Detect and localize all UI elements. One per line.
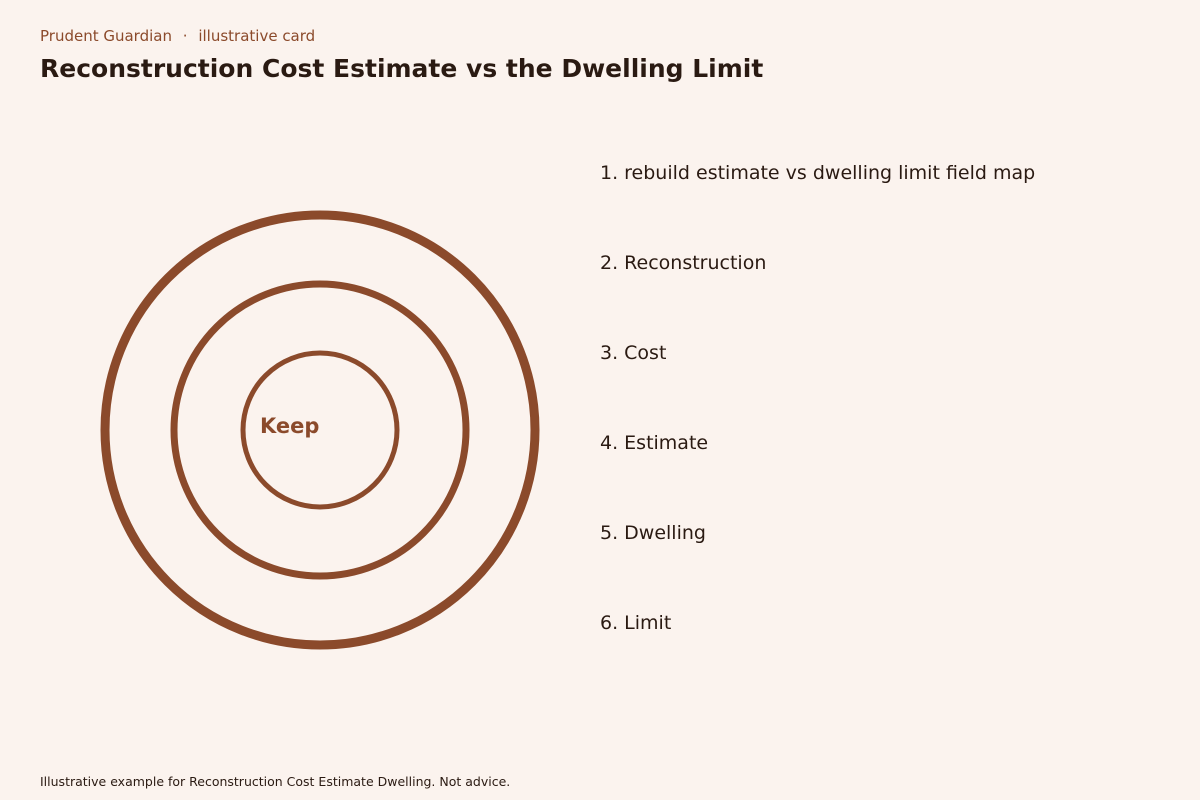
middle-ring [170,280,470,580]
list-item: 6. Limit [600,612,672,634]
footer: Illustrative example for Reconstruction … [40,774,511,789]
outer-ring [100,210,540,650]
list-item: 5. Dwelling [600,522,706,544]
center-label: Keep [260,414,319,438]
separator: · [182,27,188,45]
rings: Keep [100,210,540,650]
inner-ring [240,350,400,510]
tag: illustrative card [198,27,316,45]
list-item: 1. rebuild estimate vs dwelling limit fi… [600,162,1036,184]
title: Reconstruction Cost Estimate vs the Dwel… [40,54,764,83]
list-item: 3. Cost [600,342,667,364]
brand: Prudent Guardian [40,27,172,45]
list-item: 4. Estimate [600,432,709,454]
list-item: 2. Reconstruction [600,252,767,274]
eyebrow: Prudent Guardian · illustrative card [40,27,321,45]
